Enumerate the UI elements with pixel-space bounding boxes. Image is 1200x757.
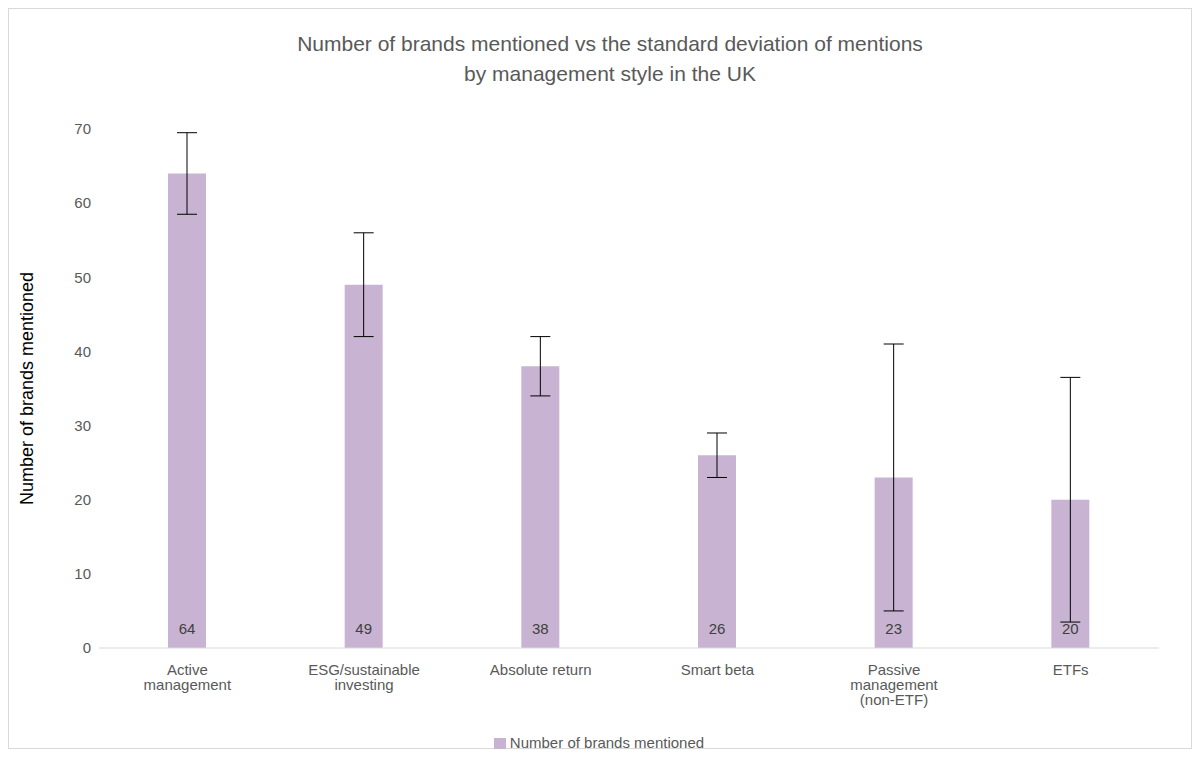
- svg-text:ESG/sustainableinvesting: ESG/sustainableinvesting: [308, 661, 420, 693]
- svg-text:60: 60: [74, 194, 91, 211]
- svg-text:30: 30: [74, 417, 91, 434]
- html-text:Number of brands mentioned vs: Number of brands mentioned vs the standa…: [297, 32, 923, 85]
- svg-text:Absolute return: Absolute return: [490, 661, 592, 678]
- svg-text:Activemanagement: Activemanagement: [144, 661, 232, 693]
- svg-text:Passivemanagement(non-ETF): Passivemanagement(non-ETF): [850, 661, 938, 708]
- svg-text:10: 10: [74, 565, 91, 582]
- svg-text:Smart beta: Smart beta: [681, 661, 755, 678]
- svg-text:20: 20: [74, 491, 91, 508]
- svg-text:50: 50: [74, 269, 91, 286]
- svg-text:20: 20: [1062, 620, 1079, 637]
- svg-text:Number of brands mentioned: Number of brands mentioned: [17, 272, 37, 505]
- html-text:Number of brands mentioned: Number of brands mentioned: [509, 734, 705, 751]
- svg-text:ETFs: ETFs: [1053, 661, 1089, 678]
- svg-text:49: 49: [355, 620, 372, 637]
- svg-text:64: 64: [179, 620, 196, 637]
- svg-text:0: 0: [83, 639, 91, 656]
- svg-text:26: 26: [709, 620, 726, 637]
- svg-text:70: 70: [74, 120, 91, 137]
- svg-text:40: 40: [74, 343, 91, 360]
- svg-text:38: 38: [532, 620, 549, 637]
- svg-text:23: 23: [885, 620, 902, 637]
